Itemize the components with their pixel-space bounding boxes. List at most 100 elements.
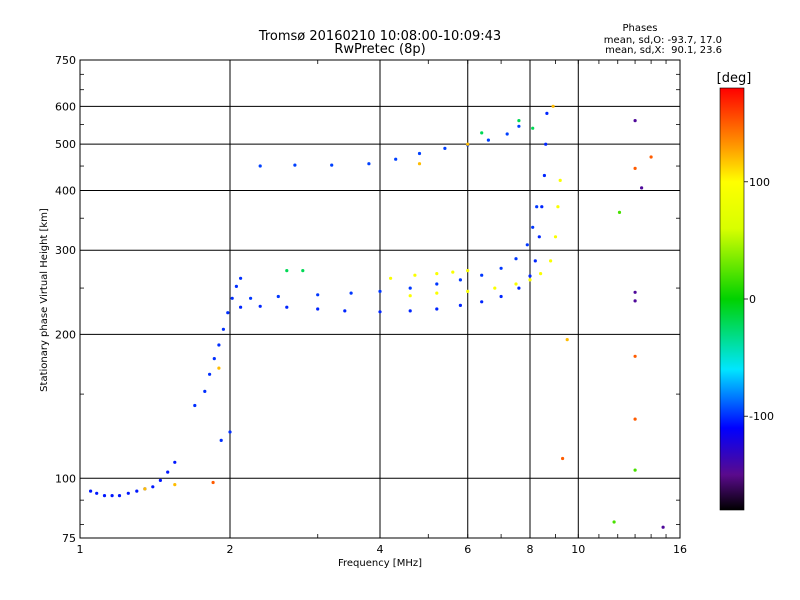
data-point bbox=[480, 273, 484, 277]
data-point bbox=[443, 146, 447, 150]
grid-lines bbox=[80, 60, 680, 538]
data-point bbox=[143, 487, 147, 491]
x-tick-label: 10 bbox=[571, 543, 585, 556]
data-point bbox=[110, 494, 114, 498]
data-point bbox=[486, 138, 490, 142]
data-point bbox=[219, 438, 223, 442]
data-point bbox=[633, 354, 637, 358]
chart-subtitle: RwPretec (8p) bbox=[334, 42, 425, 57]
data-point bbox=[221, 327, 225, 331]
data-point bbox=[417, 151, 422, 156]
data-point bbox=[212, 357, 216, 361]
data-point bbox=[545, 111, 549, 115]
data-point bbox=[211, 480, 215, 485]
data-point bbox=[285, 305, 289, 309]
y-tick-label: 100 bbox=[55, 472, 76, 485]
x-tick-label: 6 bbox=[464, 543, 471, 556]
x-tick-label: 4 bbox=[377, 543, 384, 556]
data-point bbox=[499, 266, 503, 270]
data-point bbox=[349, 291, 353, 295]
x-tick-label: 2 bbox=[227, 543, 234, 556]
data-point bbox=[649, 155, 653, 159]
data-point bbox=[493, 286, 497, 290]
y-tick-label: 75 bbox=[62, 532, 76, 545]
data-point bbox=[517, 119, 521, 123]
data-point bbox=[301, 269, 305, 273]
data-point bbox=[316, 293, 320, 297]
data-point bbox=[378, 310, 382, 314]
colorbar-tick-label: 100 bbox=[749, 176, 770, 189]
data-point bbox=[480, 300, 484, 304]
data-point bbox=[102, 494, 107, 498]
y-tick-label: 400 bbox=[55, 184, 76, 197]
data-point bbox=[413, 273, 417, 277]
data-point bbox=[458, 278, 462, 282]
data-point bbox=[542, 173, 547, 178]
data-point bbox=[249, 296, 253, 300]
data-point bbox=[435, 282, 439, 286]
data-point bbox=[466, 142, 470, 146]
data-point bbox=[558, 178, 562, 182]
data-point bbox=[565, 338, 569, 342]
data-point bbox=[435, 272, 439, 276]
data-point bbox=[117, 494, 122, 498]
data-point bbox=[661, 525, 665, 529]
y-axis-ticks: 75 100 200 300 400 500 600 750 bbox=[55, 54, 680, 545]
data-point bbox=[394, 157, 398, 161]
colorbar-gradient bbox=[719, 87, 745, 511]
phases-stat-o: mean, sd,O: -93.7, 17.0 bbox=[604, 35, 722, 46]
plot-area: 1 2 4 6 8 10 16 75 100 200 300 400 500 600 750 bbox=[55, 54, 687, 556]
data-point bbox=[466, 289, 470, 293]
data-point bbox=[330, 163, 334, 167]
data-point bbox=[226, 311, 230, 315]
data-point bbox=[258, 164, 262, 168]
y-tick-label: 750 bbox=[55, 54, 76, 67]
y-axis-label: Stationary phase Virtual Height [km] bbox=[39, 208, 50, 392]
data-point bbox=[203, 389, 207, 393]
data-point bbox=[378, 289, 382, 293]
data-point bbox=[505, 132, 509, 136]
data-point bbox=[617, 210, 622, 214]
data-point bbox=[514, 282, 518, 286]
y-tick-label: 500 bbox=[55, 138, 76, 151]
data-point bbox=[517, 124, 521, 128]
data-point bbox=[285, 269, 289, 273]
data-point bbox=[633, 468, 637, 472]
data-points bbox=[89, 104, 665, 529]
data-point bbox=[239, 305, 243, 309]
x-tick-label: 8 bbox=[527, 543, 534, 556]
data-point bbox=[316, 307, 320, 311]
data-point bbox=[151, 485, 155, 489]
phases-stat-x: mean, sd,X: 90.1, 23.6 bbox=[605, 45, 722, 56]
data-point bbox=[228, 430, 232, 434]
colorbar: [deg] 100 0 -100 bbox=[717, 71, 774, 511]
y-tick-label: 600 bbox=[55, 100, 76, 113]
colorbar-ticks: 100 0 -100 bbox=[744, 176, 774, 423]
data-point bbox=[480, 131, 484, 135]
data-point bbox=[633, 166, 637, 170]
data-point bbox=[528, 278, 532, 282]
data-point bbox=[408, 294, 412, 298]
data-point bbox=[531, 225, 535, 229]
data-point bbox=[553, 235, 558, 239]
data-point bbox=[417, 162, 422, 166]
colorbar-tick-label: -100 bbox=[749, 410, 774, 423]
phases-heading: Phases bbox=[622, 23, 657, 34]
data-point bbox=[640, 186, 644, 190]
data-point bbox=[126, 491, 130, 495]
data-point bbox=[193, 403, 197, 408]
data-point bbox=[239, 276, 243, 280]
data-point bbox=[633, 299, 637, 303]
data-point bbox=[451, 270, 455, 274]
data-point bbox=[499, 294, 503, 299]
data-point bbox=[633, 290, 637, 294]
colorbar-label: [deg] bbox=[717, 71, 752, 86]
data-point bbox=[389, 276, 393, 280]
data-point bbox=[561, 456, 565, 461]
data-point bbox=[539, 272, 543, 276]
y-tick-label: 200 bbox=[55, 328, 76, 341]
data-point bbox=[173, 460, 177, 464]
data-point bbox=[217, 343, 221, 347]
data-point bbox=[258, 304, 262, 308]
